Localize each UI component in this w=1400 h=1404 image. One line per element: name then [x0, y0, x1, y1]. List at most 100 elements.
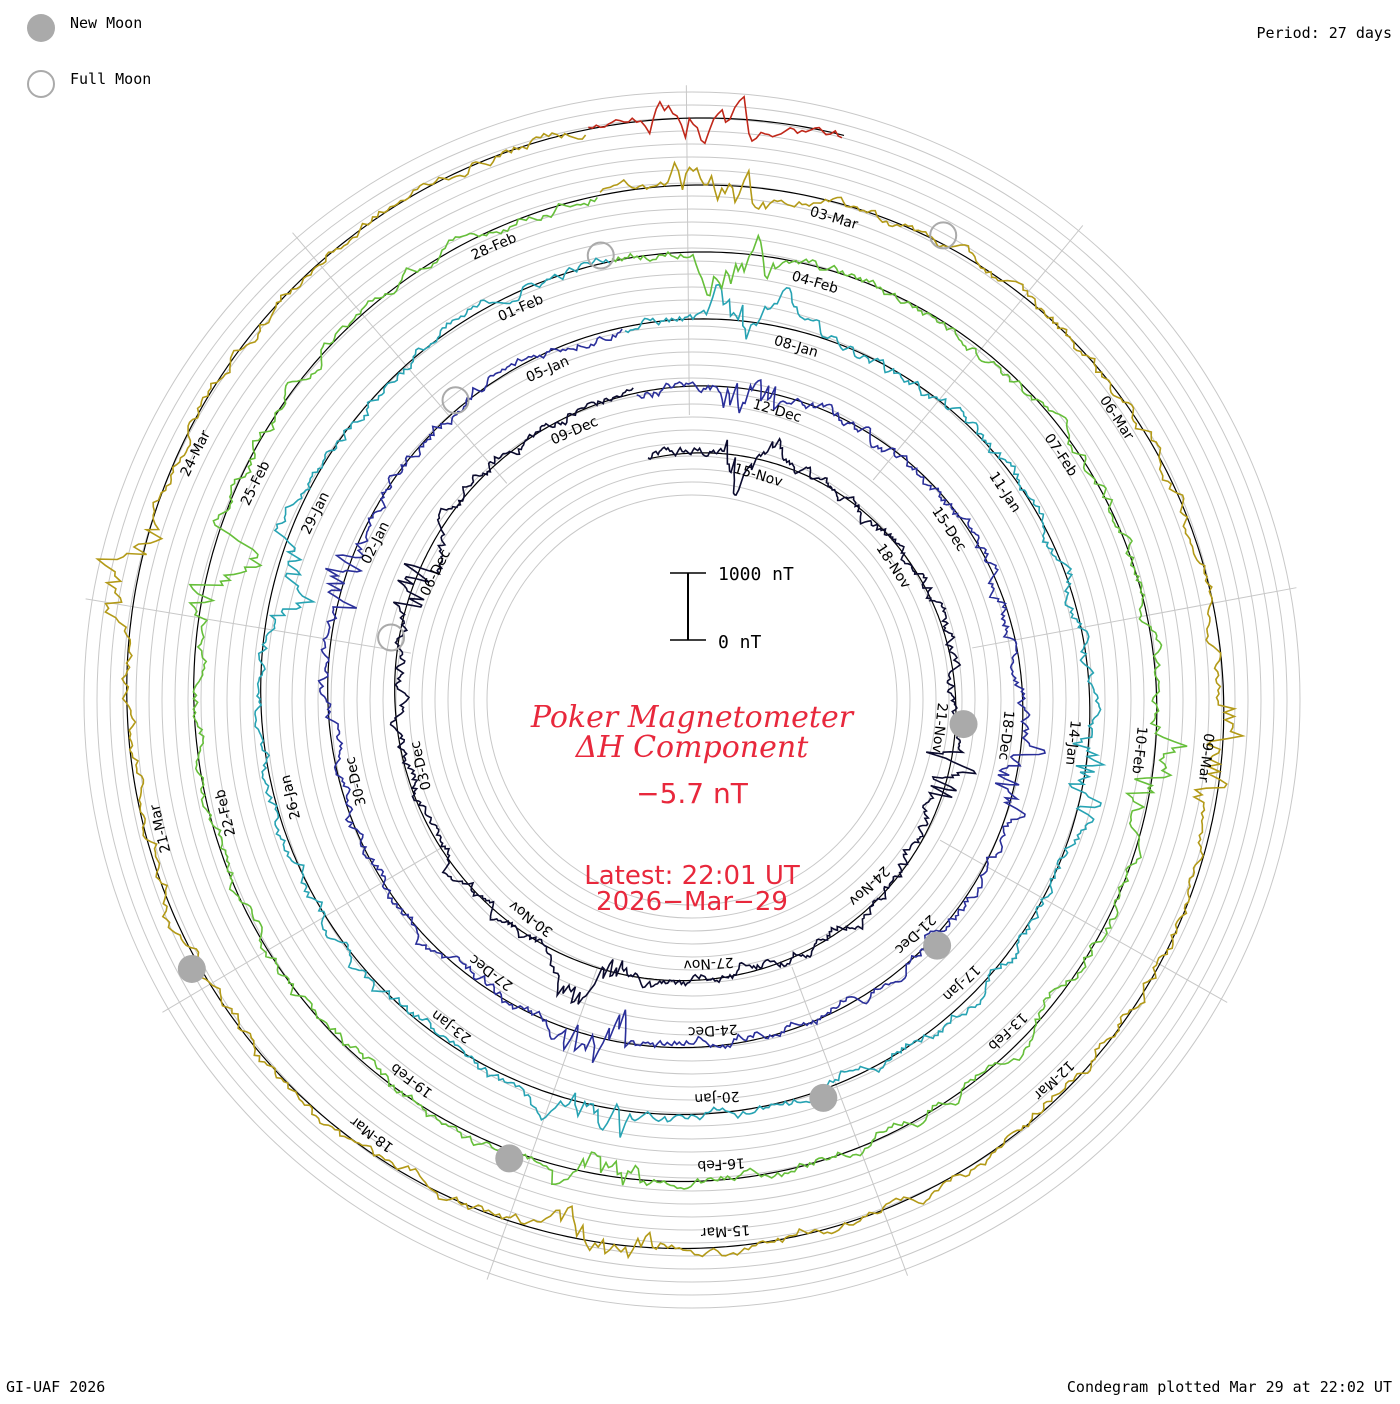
grid-ring — [135, 143, 1249, 1257]
grid-ring — [304, 312, 1080, 1088]
grid-ring — [408, 416, 976, 984]
date-label: 17-Jan — [939, 961, 983, 1004]
grid-ring — [447, 455, 937, 945]
date-label: 18-Dec — [995, 710, 1016, 761]
grid-spoke — [292, 232, 508, 484]
full-moon-marker — [377, 623, 406, 652]
date-label: 27-Nov — [683, 954, 734, 973]
trace-rotation-5 — [95, 132, 1246, 1260]
date-label: 21-Nov — [929, 702, 950, 754]
grid-ring — [213, 221, 1171, 1179]
grid-ring — [434, 442, 950, 958]
new-moon-marker — [809, 1083, 838, 1112]
date-label: 06-Dec — [417, 547, 454, 599]
date-label: 15-Dec — [928, 504, 969, 554]
date-label: 16-Feb — [697, 1154, 746, 1173]
full-moon-icon — [27, 70, 55, 98]
date-label: 19-Feb — [388, 1059, 436, 1100]
date-label: 24-Nov — [845, 862, 892, 908]
date-label: 22-Feb — [212, 788, 239, 838]
trace-rotation-6 — [588, 95, 843, 145]
credit-label: GI-UAF 2026 — [6, 1378, 106, 1396]
grid-spoke — [939, 839, 1228, 1003]
trace-rotation-2 — [317, 328, 1047, 1064]
date-label: 15-Mar — [700, 1221, 750, 1240]
grid-ring — [278, 286, 1106, 1114]
grid-spoke — [791, 966, 909, 1276]
current-value: −5.7 nT — [636, 777, 749, 810]
date-label: 09-Mar — [1195, 732, 1216, 783]
scale-top-label: 1000 nT — [718, 564, 794, 585]
grid-ring — [460, 468, 924, 932]
grid-spoke — [85, 598, 411, 654]
full-moon-marker — [586, 241, 615, 270]
component-title: ΔH Component — [575, 730, 809, 765]
date-label: 13-Feb — [985, 1009, 1031, 1054]
grid-spoke — [162, 844, 447, 1013]
date-label: 08-Jan — [772, 333, 820, 361]
grid-ring — [187, 195, 1197, 1205]
grid-ring — [473, 481, 911, 919]
new-moon-marker — [949, 710, 978, 739]
grid-ring — [83, 91, 1301, 1309]
grid-ring — [356, 364, 1028, 1036]
latest-date: 2026−Mar−29 — [596, 887, 788, 917]
date-label: 09-Dec — [548, 414, 600, 449]
grid-ring — [369, 377, 1015, 1023]
moon-layer — [177, 221, 978, 1173]
grid-ring — [382, 390, 1002, 1010]
grid-ring — [174, 182, 1210, 1218]
date-label: 06-Mar — [1096, 393, 1137, 443]
baseline-spiral — [126, 117, 1225, 1250]
grid-layer — [83, 91, 1301, 1309]
period-label: Period: 27 days — [1256, 24, 1392, 42]
trace-layer — [95, 95, 1246, 1260]
new-moon-marker — [495, 1144, 524, 1173]
grid-spoke — [872, 225, 1084, 481]
grid-ring — [486, 494, 898, 906]
new-moon-marker — [177, 954, 206, 983]
grid-ring — [330, 338, 1054, 1062]
grid-spoke — [972, 587, 1297, 649]
full-moon-marker — [441, 386, 470, 415]
grid-ring — [252, 260, 1132, 1140]
date-label: 04-Feb — [790, 268, 840, 297]
grid-ring — [291, 299, 1093, 1101]
grid-ring — [239, 247, 1145, 1153]
new-moon-label: New Moon — [70, 14, 143, 32]
new-moon-icon — [27, 14, 55, 42]
full-moon-marker — [929, 221, 958, 250]
trace-rotation-4 — [188, 196, 1188, 1190]
grid-ring — [395, 403, 989, 997]
full-moon-label: Full Moon — [70, 70, 152, 88]
grid-ring — [148, 156, 1236, 1244]
trace-rotation-3 — [254, 257, 1107, 1138]
trace-rotation-1 — [389, 387, 977, 1005]
grid-spoke — [685, 85, 690, 416]
date-label: 14-Jan — [1062, 719, 1083, 766]
date-label: 20-Jan — [694, 1088, 740, 1107]
date-label: 05-Jan — [524, 353, 572, 386]
plotted-label: Condegram plotted Mar 29 at 22:02 UT — [1066, 1378, 1392, 1396]
grid-ring — [421, 429, 963, 971]
date-label: 18-Nov — [872, 541, 913, 592]
scale-bottom-label: 0 nT — [718, 632, 762, 653]
date-label: 03-Dec — [408, 739, 435, 791]
date-label: 25-Feb — [238, 458, 274, 508]
date-label: 10-Feb — [1128, 726, 1149, 775]
date-label: 24-Dec — [687, 1021, 738, 1040]
station-title: Poker Magnetometer — [530, 700, 855, 735]
grid-ring — [200, 208, 1184, 1192]
new-moon-marker — [923, 931, 952, 960]
grid-spoke — [486, 968, 598, 1280]
latest-time: Latest: 22:01 UT — [584, 861, 800, 891]
scale-bar: 1000 nT 0 nT — [670, 564, 794, 653]
center-title-block: Poker Magnetometer ΔH Component −5.7 nT … — [530, 700, 855, 917]
grid-ring — [265, 273, 1119, 1127]
grid-ring — [96, 104, 1288, 1296]
baseline-layer — [126, 117, 1225, 1250]
grid-ring — [317, 325, 1067, 1075]
date-label: 29-Jan — [298, 489, 332, 537]
